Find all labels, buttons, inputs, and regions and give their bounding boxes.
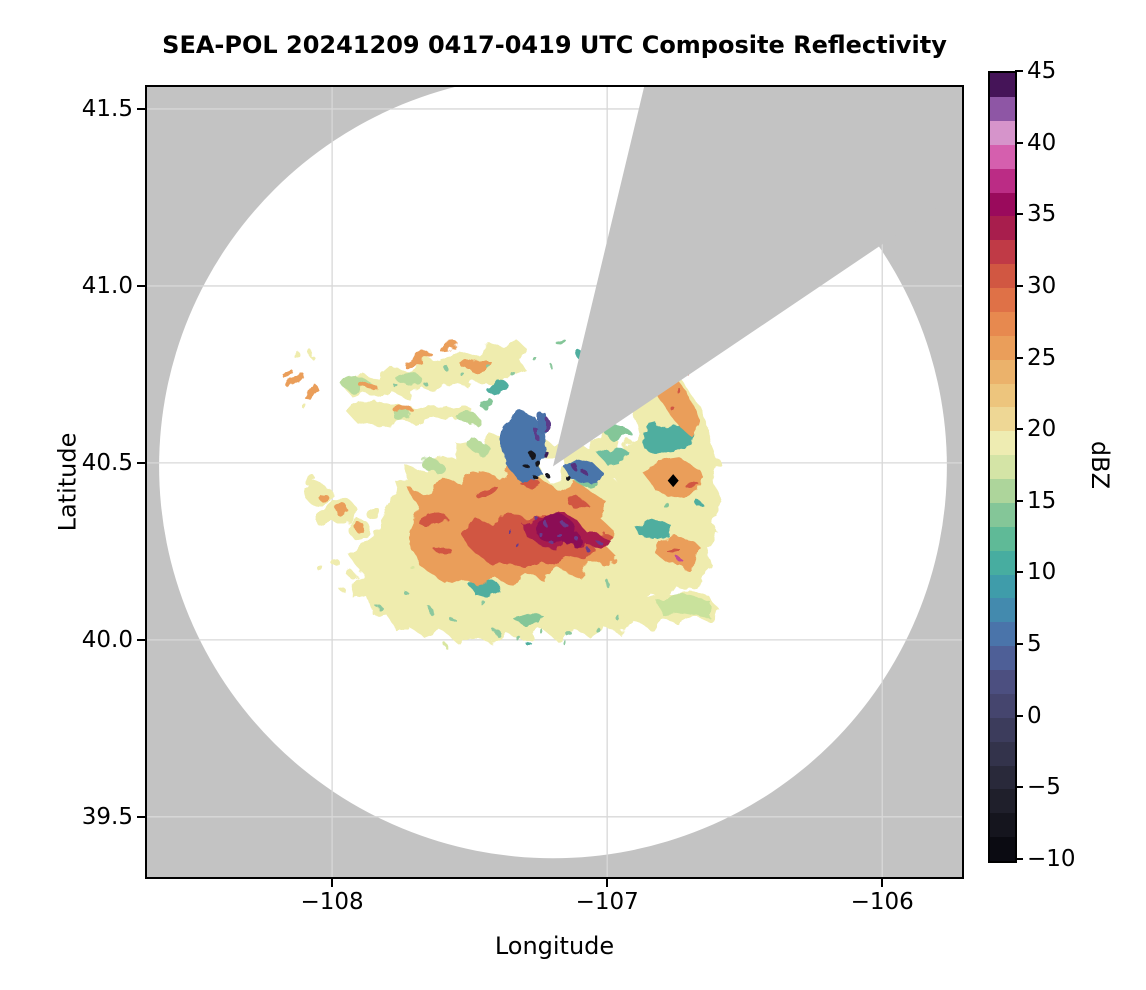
colorbar-segment [990, 765, 1015, 790]
colorbar-segment [990, 192, 1015, 217]
x-tick-label: −106 [850, 889, 914, 915]
y-tick-mark [137, 815, 145, 818]
colorbar-tick-label: −5 [1027, 774, 1061, 801]
colorbar-segment [990, 97, 1015, 121]
echo-speckles [376, 357, 620, 649]
colorbar-tick-label: 30 [1027, 272, 1057, 299]
y-tick-label: 41.5 [81, 95, 133, 122]
colorbar-tick-mark [1015, 356, 1023, 359]
colorbar-tick-label: 10 [1027, 559, 1057, 586]
colorbar-segment [990, 455, 1015, 479]
colorbar-segment [990, 264, 1015, 288]
y-axis-label: Latitude [53, 432, 82, 532]
x-axis-label: Longitude [494, 932, 615, 960]
echo-blockage-ring [503, 412, 603, 485]
colorbar-tick-mark [1015, 428, 1023, 431]
colorbar-segment [990, 359, 1015, 384]
colorbar-segment [990, 311, 1015, 336]
colorbar-segment [990, 383, 1015, 408]
colorbar-segment [990, 693, 1015, 718]
diamond-marker [667, 474, 679, 488]
colorbar-segment [990, 216, 1015, 241]
colorbar-segment [990, 741, 1015, 766]
colorbar-tick-mark [1015, 284, 1023, 287]
y-tick-mark [137, 107, 145, 110]
colorbar-segment [990, 789, 1015, 814]
colorbar-tick-mark [1015, 714, 1023, 717]
x-tick-mark [606, 879, 609, 887]
colorbar-tick-label: 40 [1027, 129, 1057, 156]
colorbar-tick-mark [1015, 643, 1023, 646]
colorbar-segment [990, 646, 1015, 670]
colorbar-tick-label: 0 [1027, 702, 1042, 729]
blocked-sector-wedge [552, 87, 962, 467]
colorbar-tick-label: −10 [1027, 846, 1076, 872]
colorbar-segment [990, 168, 1015, 193]
y-tick-label: 39.5 [81, 803, 133, 830]
colorbar-tick-mark [1015, 499, 1023, 502]
colorbar-tick-mark [1015, 70, 1023, 72]
colorbar-segment [990, 431, 1015, 456]
radar-echo-field [281, 339, 722, 649]
colorbar-tick-mark [1015, 213, 1023, 216]
y-tick-mark [137, 461, 145, 464]
colorbar-segment [990, 479, 1015, 503]
colorbar-segment [990, 526, 1015, 551]
colorbar-tick-mark [1015, 786, 1023, 789]
y-tick-label: 41.0 [81, 272, 133, 299]
colorbar-segment [990, 120, 1015, 145]
radar-map-svg [147, 87, 962, 877]
colorbar-tick-mark [1015, 571, 1023, 574]
map-plot-area [145, 85, 964, 879]
colorbar-segment [990, 670, 1015, 694]
echo-core-layer [505, 513, 684, 564]
colorbar-tick-label: 5 [1027, 631, 1042, 658]
colorbar-label: dBZ [1086, 440, 1114, 490]
colorbar-segment [990, 73, 1015, 97]
colorbar-segment [990, 598, 1015, 623]
colorbar-tick-label: 15 [1027, 487, 1057, 514]
colorbar-segment [990, 574, 1015, 599]
x-tick-mark [331, 879, 334, 887]
y-tick-label: 40.0 [81, 626, 133, 653]
colorbar-segment [990, 813, 1015, 838]
colorbar-tick-label: 35 [1027, 201, 1057, 228]
colorbar-segment [990, 288, 1015, 312]
y-tick-mark [137, 284, 145, 287]
colorbar-segment [990, 144, 1015, 169]
colorbar-tick-label: 25 [1027, 344, 1057, 371]
colorbar-tick-mark [1015, 141, 1023, 144]
colorbar-tick-label: 45 [1027, 58, 1057, 84]
colorbar-segment [990, 837, 1015, 861]
radar-site-black-specks [524, 451, 570, 480]
colorbar-tick-label: 20 [1027, 416, 1057, 443]
colorbar-segment [990, 240, 1015, 265]
colorbar-segment [990, 550, 1015, 575]
page-title: SEA-POL 20241209 0417-0419 UTC Composite… [162, 31, 947, 59]
y-tick-mark [137, 638, 145, 641]
colorbar-tick-mark [1015, 858, 1023, 860]
colorbar-segment [990, 502, 1015, 527]
colorbar-segment [990, 717, 1015, 742]
colorbar-segment [990, 335, 1015, 360]
y-tick-label: 40.5 [81, 449, 133, 476]
colorbar [988, 71, 1017, 863]
x-tick-mark [881, 879, 884, 887]
x-tick-label: −107 [575, 889, 639, 915]
colorbar-segment [990, 622, 1015, 647]
colorbar-segment [990, 407, 1015, 432]
x-tick-label: −108 [300, 889, 364, 915]
